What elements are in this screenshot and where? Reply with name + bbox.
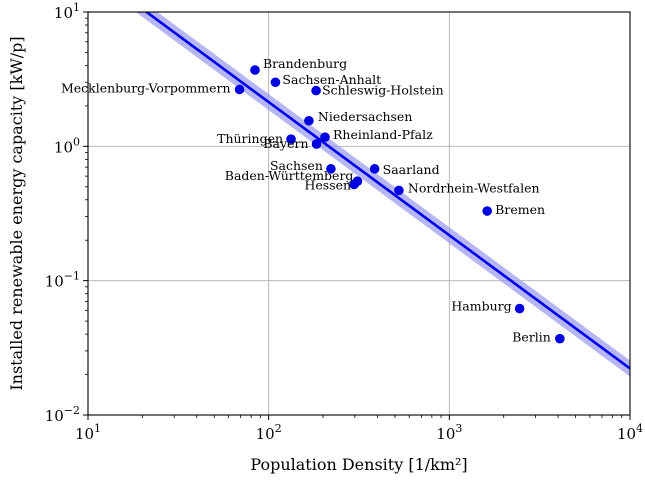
point-label: Bayern bbox=[263, 136, 308, 151]
point-label: Saarland bbox=[383, 162, 440, 177]
data-point bbox=[514, 303, 525, 314]
point-label: Brandenburg bbox=[263, 56, 347, 71]
x-axis-title: Population Density [1/km²] bbox=[250, 455, 467, 474]
axis-ticks: 101 102 103 104 10−2 10−1 100 101 bbox=[45, 1, 643, 443]
point-label: Sachsen-Anhalt bbox=[282, 72, 381, 87]
data-point bbox=[369, 164, 380, 174]
data-points bbox=[234, 65, 565, 344]
data-point bbox=[270, 77, 281, 88]
data-point bbox=[286, 134, 296, 145]
data-point bbox=[234, 84, 245, 95]
point-label: Schleswig-Holstein bbox=[322, 83, 444, 98]
y-tick-label: 10−2 bbox=[45, 404, 80, 425]
data-point bbox=[349, 179, 359, 190]
y-tick-label: 10−1 bbox=[45, 270, 80, 291]
point-label: Bremen bbox=[495, 202, 545, 217]
point-label: Baden-Württemberg bbox=[225, 168, 354, 183]
point-label: Sachsen bbox=[270, 158, 323, 173]
point-label: Hessen bbox=[304, 177, 351, 192]
fit-confidence-band bbox=[135, 12, 630, 377]
x-tick-label: 101 bbox=[75, 422, 101, 443]
y-axis-title: Installed renewable energy capacity [kW/… bbox=[7, 36, 26, 390]
data-point bbox=[311, 85, 321, 96]
point-label: Thüringen bbox=[217, 131, 283, 146]
data-point bbox=[304, 115, 314, 126]
point-label: Nordrhein-Westfalen bbox=[408, 180, 540, 195]
point-label: Niedersachsen bbox=[318, 109, 413, 124]
plot-area bbox=[135, 12, 630, 377]
y-tick-label: 100 bbox=[54, 135, 80, 156]
data-point bbox=[320, 132, 330, 142]
point-label: Mecklenburg-Vorpommern bbox=[61, 80, 231, 95]
x-tick-label: 104 bbox=[617, 422, 643, 443]
x-tick-label: 103 bbox=[436, 422, 462, 443]
point-label: Hamburg bbox=[451, 299, 511, 314]
fit-line bbox=[144, 12, 630, 370]
minor-ticks bbox=[85, 17, 623, 418]
data-point bbox=[250, 65, 260, 75]
data-point bbox=[326, 164, 336, 174]
data-point bbox=[555, 333, 565, 344]
x-tick-label: 102 bbox=[256, 422, 282, 443]
data-point bbox=[311, 139, 322, 149]
plot-frame bbox=[87, 11, 631, 416]
point-label: Berlin bbox=[512, 330, 551, 345]
y-tick-label: 101 bbox=[54, 1, 80, 22]
point-label: Rheinland-Pfalz bbox=[333, 127, 433, 142]
data-point bbox=[394, 185, 404, 196]
data-point bbox=[482, 206, 492, 216]
